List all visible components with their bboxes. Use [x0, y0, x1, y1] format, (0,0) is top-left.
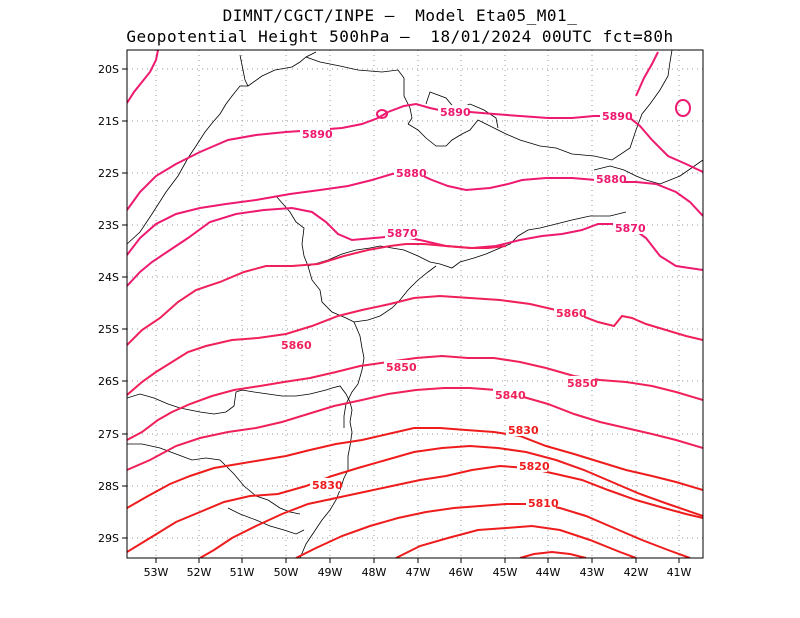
contour-label: 5850: [567, 377, 598, 390]
contour-label: 5830: [508, 424, 539, 437]
lon-tick-label: 50W: [274, 566, 299, 579]
lat-tick-label: 28S: [98, 480, 119, 493]
contour-label: 5890: [302, 128, 333, 141]
lat-tick-label: 23S: [98, 219, 119, 232]
lat-tick-label: 26S: [98, 375, 119, 388]
lon-tick-label: 42W: [624, 566, 649, 579]
lon-tick-label: 44W: [536, 566, 561, 579]
contour-label: 5870: [387, 227, 418, 240]
contour-label: 5830: [312, 479, 343, 492]
contour-5860-east: [127, 294, 703, 396]
map-title-line-2: Geopotential Height 500hPa – 18/01/2024 …: [126, 27, 674, 46]
lon-tick-label: 45W: [493, 566, 518, 579]
map-frame: [126, 49, 704, 559]
height-contours: [127, 50, 703, 558]
contour-5890-loop-small: [376, 109, 389, 119]
contour-5890-ne: [635, 51, 659, 97]
contour-5810: [295, 503, 691, 558]
contour-5870: [127, 206, 703, 287]
lat-tick-label: 21S: [98, 115, 119, 128]
lon-tick-label: 48W: [362, 566, 387, 579]
contour-label: 5810: [528, 497, 559, 510]
lon-tick-label: 49W: [318, 566, 343, 579]
lon-tick-label: 53W: [144, 566, 169, 579]
tick-marks: [122, 68, 680, 563]
contour-label: 5880: [396, 167, 427, 180]
map-title-line-1: DIMNT/CGCT/INPE – Model Eta05_M01_: [222, 6, 578, 25]
contour-5860: [127, 243, 507, 346]
contour-5800: [395, 524, 637, 558]
contour-5840: [127, 387, 703, 471]
contour-label: 5890: [602, 110, 633, 123]
contour-label: 5850: [386, 361, 417, 374]
latitude-labels: 20S 21S 22S 23S 24S 25S 26S 27S 28S 29S: [98, 63, 119, 545]
contour-5890: [127, 102, 703, 211]
lon-tick-label: 46W: [449, 566, 474, 579]
coastline-and-borders: [127, 50, 703, 558]
lat-tick-label: 22S: [98, 167, 119, 180]
lat-tick-label: 27S: [98, 428, 119, 441]
contour-5880: [127, 170, 703, 256]
contour-label: 5890: [440, 106, 471, 119]
contour-5820: [199, 464, 703, 558]
lon-tick-label: 47W: [406, 566, 431, 579]
lon-tick-label: 41W: [667, 566, 692, 579]
lat-tick-label: 25S: [98, 323, 119, 336]
contour-label: 5840: [495, 389, 526, 402]
contour-label: 5870: [615, 222, 646, 235]
contour-label: 5820: [519, 460, 550, 473]
contour-5890-west: [127, 50, 159, 104]
lat-tick-label: 20S: [98, 63, 119, 76]
lon-tick-label: 43W: [580, 566, 605, 579]
lat-tick-label: 29S: [98, 532, 119, 545]
contour-label: 5880: [596, 173, 627, 186]
contour-5830-lower: [127, 444, 703, 553]
lon-tick-label: 51W: [230, 566, 255, 579]
lon-tick-label: 52W: [187, 566, 212, 579]
contour-labels: 5890 5890 5890 5880 5880 5870 5870 5860 …: [279, 105, 646, 510]
longitude-labels: 53W 52W 51W 50W 49W 48W 47W 46W 45W 44W …: [144, 566, 692, 579]
contour-label: 5860: [281, 339, 312, 352]
contour-5790: [519, 550, 587, 558]
contour-5830-west: [127, 427, 703, 509]
lat-tick-label: 24S: [98, 271, 119, 284]
contour-5890-loop-east: [675, 99, 692, 117]
contour-label: 5860: [556, 307, 587, 320]
